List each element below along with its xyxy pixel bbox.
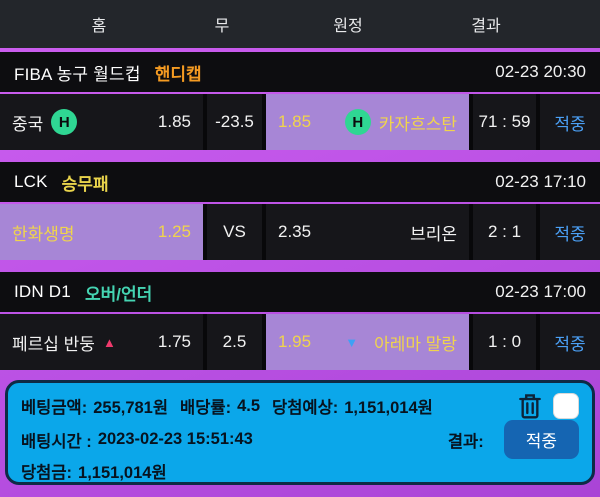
home-team-name: 페르십 반둥 bbox=[12, 334, 95, 354]
score: 2 : 1 bbox=[487, 222, 522, 241]
odds-row: 중국 H 1.85 -23.5 1.85 H 카자흐스탄 71 : 59 적중 bbox=[0, 94, 600, 150]
away-team-name: 카자흐스탄 bbox=[378, 114, 457, 134]
match-section-lck: LCK 승무패 02-23 17:10 한화생명 1.25 VS 2.35 브리… bbox=[0, 162, 600, 260]
score-cell: 71 : 59 bbox=[473, 94, 536, 150]
home-odds-cell[interactable]: 페르십 반둥 ▲ 1.75 bbox=[0, 314, 203, 370]
line-value: 2.5 bbox=[222, 332, 247, 351]
home-odds-cell-selected[interactable]: 한화생명 1.25 bbox=[0, 204, 203, 260]
odds-up-triangle-icon: ▲ bbox=[102, 334, 116, 350]
odds-row: 한화생명 1.25 VS 2.35 브리온 2 : 1 적중 bbox=[0, 204, 600, 260]
market-type: 오버/언더 bbox=[84, 284, 153, 304]
result-label: 결과: bbox=[447, 432, 484, 451]
league-name: FIBA 농구 월드컵 bbox=[14, 64, 141, 84]
score: 1 : 0 bbox=[487, 332, 522, 351]
result-button[interactable]: 적중 bbox=[503, 420, 579, 459]
odds-value: 4.5 bbox=[237, 396, 261, 415]
bet-amount-value: 255,781원 bbox=[93, 399, 169, 417]
bet-time-value: 2023-02-23 15:51:43 bbox=[97, 430, 253, 448]
draw-cell[interactable]: VS bbox=[207, 204, 262, 260]
result-cell: 적중 bbox=[540, 94, 600, 150]
match-header: IDN D1 오버/언더 02-23 17:00 bbox=[0, 272, 600, 312]
divider bbox=[0, 260, 600, 272]
expected-prize-label: 당첨예상: bbox=[272, 399, 339, 417]
league-name: LCK bbox=[14, 172, 48, 191]
vs-label: VS bbox=[223, 222, 246, 241]
away-badge-icon: H bbox=[344, 109, 371, 135]
divider bbox=[0, 150, 600, 162]
odds-row: 페르십 반둥 ▲ 1.75 2.5 1.95 ▼ 아레마 말랑 1 : 0 적중 bbox=[0, 314, 600, 370]
away-odds-cell[interactable]: 2.35 브리온 bbox=[266, 204, 469, 260]
expected-prize-value: 1,151,014원 bbox=[344, 399, 433, 417]
score-cell: 1 : 0 bbox=[473, 314, 536, 370]
match-time: 02-23 17:00 bbox=[495, 282, 586, 301]
odds-label: 배당률: bbox=[180, 399, 232, 417]
home-team-name: 한화생명 bbox=[12, 224, 75, 244]
away-team-name: 아레마 말랑 bbox=[374, 334, 457, 354]
column-home: 홈 bbox=[91, 18, 107, 35]
away-odds: 1.95 bbox=[278, 332, 312, 351]
prize-value: 1,151,014원 bbox=[78, 464, 167, 482]
score: 71 : 59 bbox=[478, 112, 531, 131]
away-odds: 1.85 bbox=[278, 112, 312, 131]
match-time: 02-23 17:10 bbox=[495, 172, 586, 191]
result-status: 적중 bbox=[554, 334, 586, 354]
bet-time-label: 배팅시간 : bbox=[21, 432, 92, 451]
home-odds: 1.85 bbox=[157, 112, 191, 131]
home-odds: 1.25 bbox=[157, 222, 191, 241]
column-result: 결과 bbox=[471, 18, 501, 35]
home-odds-cell[interactable]: 중국 H 1.85 bbox=[0, 94, 203, 150]
market-type: 승무패 bbox=[61, 174, 109, 194]
column-away: 원정 bbox=[333, 18, 363, 35]
match-section-idn: IDN D1 오버/언더 02-23 17:00 페르십 반둥 ▲ 1.75 2… bbox=[0, 272, 600, 370]
prize-label: 당첨금: bbox=[21, 464, 73, 482]
home-badge-icon: H bbox=[51, 109, 78, 135]
away-odds-cell-selected[interactable]: 1.85 H 카자흐스탄 bbox=[266, 94, 469, 150]
draw-cell[interactable]: 2.5 bbox=[207, 314, 262, 370]
league-name: IDN D1 bbox=[14, 282, 71, 301]
bet-summary-card: 베팅금액: 255,781원 배당률: 4.5 당첨예상: 1,151,014원… bbox=[5, 380, 595, 485]
home-team-name: 중국 bbox=[12, 114, 44, 134]
match-section-fiba: FIBA 농구 월드컵 핸디캡 02-23 20:30 중국 H 1.85 -2… bbox=[0, 52, 600, 150]
bet-amount-label: 베팅금액: bbox=[21, 399, 88, 417]
column-draw: 무 bbox=[214, 18, 230, 35]
away-odds-cell-selected[interactable]: 1.95 ▼ 아레마 말랑 bbox=[266, 314, 469, 370]
away-odds: 2.35 bbox=[278, 222, 312, 241]
result-cell: 적중 bbox=[540, 314, 600, 370]
result-status: 적중 bbox=[554, 114, 586, 134]
select-checkbox[interactable] bbox=[553, 393, 579, 419]
match-time: 02-23 20:30 bbox=[495, 62, 586, 81]
result-status: 적중 bbox=[554, 224, 586, 244]
draw-cell[interactable]: -23.5 bbox=[207, 94, 262, 150]
match-header: LCK 승무패 02-23 17:10 bbox=[0, 162, 600, 202]
column-header-bar: 홈 무 원정 결과 bbox=[0, 0, 600, 48]
result-cell: 적중 bbox=[540, 204, 600, 260]
odds-down-triangle-icon: ▼ bbox=[345, 334, 359, 350]
home-odds: 1.75 bbox=[157, 332, 191, 351]
handicap-value: -23.5 bbox=[215, 112, 254, 131]
trash-icon[interactable] bbox=[517, 392, 543, 420]
match-header: FIBA 농구 월드컵 핸디캡 02-23 20:30 bbox=[0, 52, 600, 92]
away-team-name: 브리온 bbox=[410, 224, 457, 244]
score-cell: 2 : 1 bbox=[473, 204, 536, 260]
market-type: 핸디캡 bbox=[154, 64, 202, 84]
